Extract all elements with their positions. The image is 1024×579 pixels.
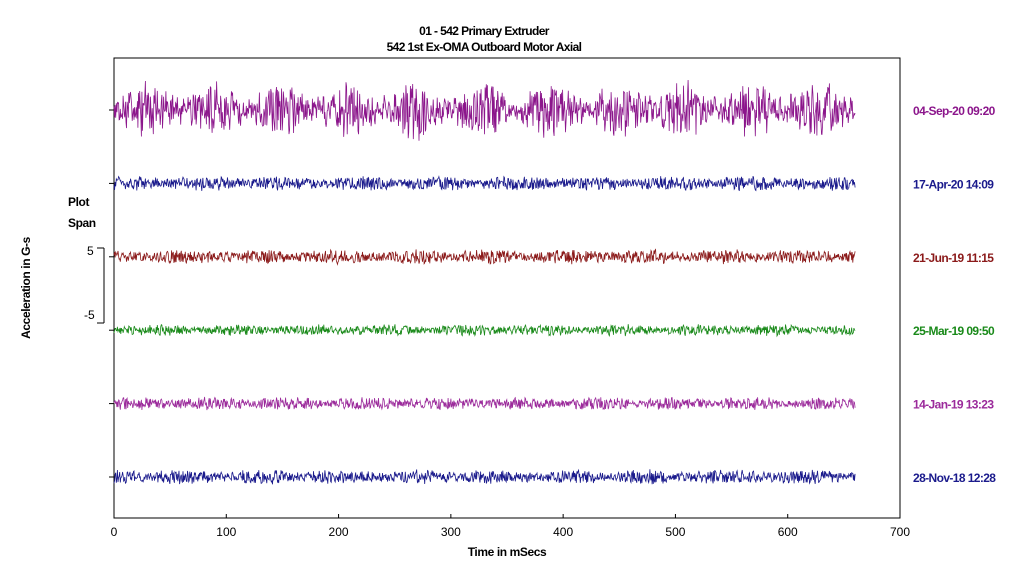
plot-frame (113, 57, 901, 519)
series-date-labels: 04-Sep-20 09:20 17-Apr-20 14:09 21-Jun-19 … (913, 104, 997, 485)
trace-17-apr-20-14-09 (113, 175, 856, 192)
x-tick-label: 600 (778, 525, 798, 539)
plot-span-top-label: 5 (87, 244, 94, 258)
plot-span-title-line1: Plot (68, 195, 89, 209)
plot-span-indicator: Plot Span 5 -5 (68, 195, 105, 324)
x-tick-label: 500 (665, 525, 685, 539)
chart-title: 01 - 542 Primary Extruder (419, 24, 550, 38)
x-axis-ticks: 0 100 200 300 400 500 600 700 (111, 514, 910, 539)
trace-28-nov-18-12-28 (113, 468, 856, 485)
plot-span-title-line2: Span (68, 216, 96, 230)
x-tick-label: 300 (441, 525, 461, 539)
series-date-label: 25-Mar-19 09:50 (913, 324, 995, 338)
y-axis-series-ticks (109, 109, 114, 478)
x-tick-label: 200 (329, 525, 349, 539)
series-date-label: 04-Sep-20 09:20 (913, 104, 996, 118)
series-date-label: 14-Jan-19 13:23 (913, 398, 994, 412)
x-tick-label: 0 (111, 525, 118, 539)
plot-span-bottom-label: -5 (84, 308, 95, 322)
x-tick-label: 100 (216, 525, 236, 539)
trace-21-jun-19-11-15 (113, 248, 856, 266)
series-date-label: 21-Jun-19 11:15 (913, 251, 994, 265)
traces (113, 79, 856, 485)
x-tick-label: 400 (553, 525, 573, 539)
y-axis-label: Acceleration in G-s (19, 236, 33, 338)
series-date-label: 28-Nov-18 12:28 (913, 471, 996, 485)
trace-14-jan-19-13-23 (113, 396, 856, 411)
x-axis-label: Time in mSecs (468, 545, 547, 559)
x-tick-label: 700 (890, 525, 910, 539)
chart-subtitle: 542 1st Ex-OMA Outboard Motor Axial (387, 40, 582, 54)
trace-04-sep-20-09-20 (113, 79, 856, 141)
series-date-label: 17-Apr-20 14:09 (913, 177, 994, 191)
trace-25-mar-19-09-50 (113, 323, 856, 338)
